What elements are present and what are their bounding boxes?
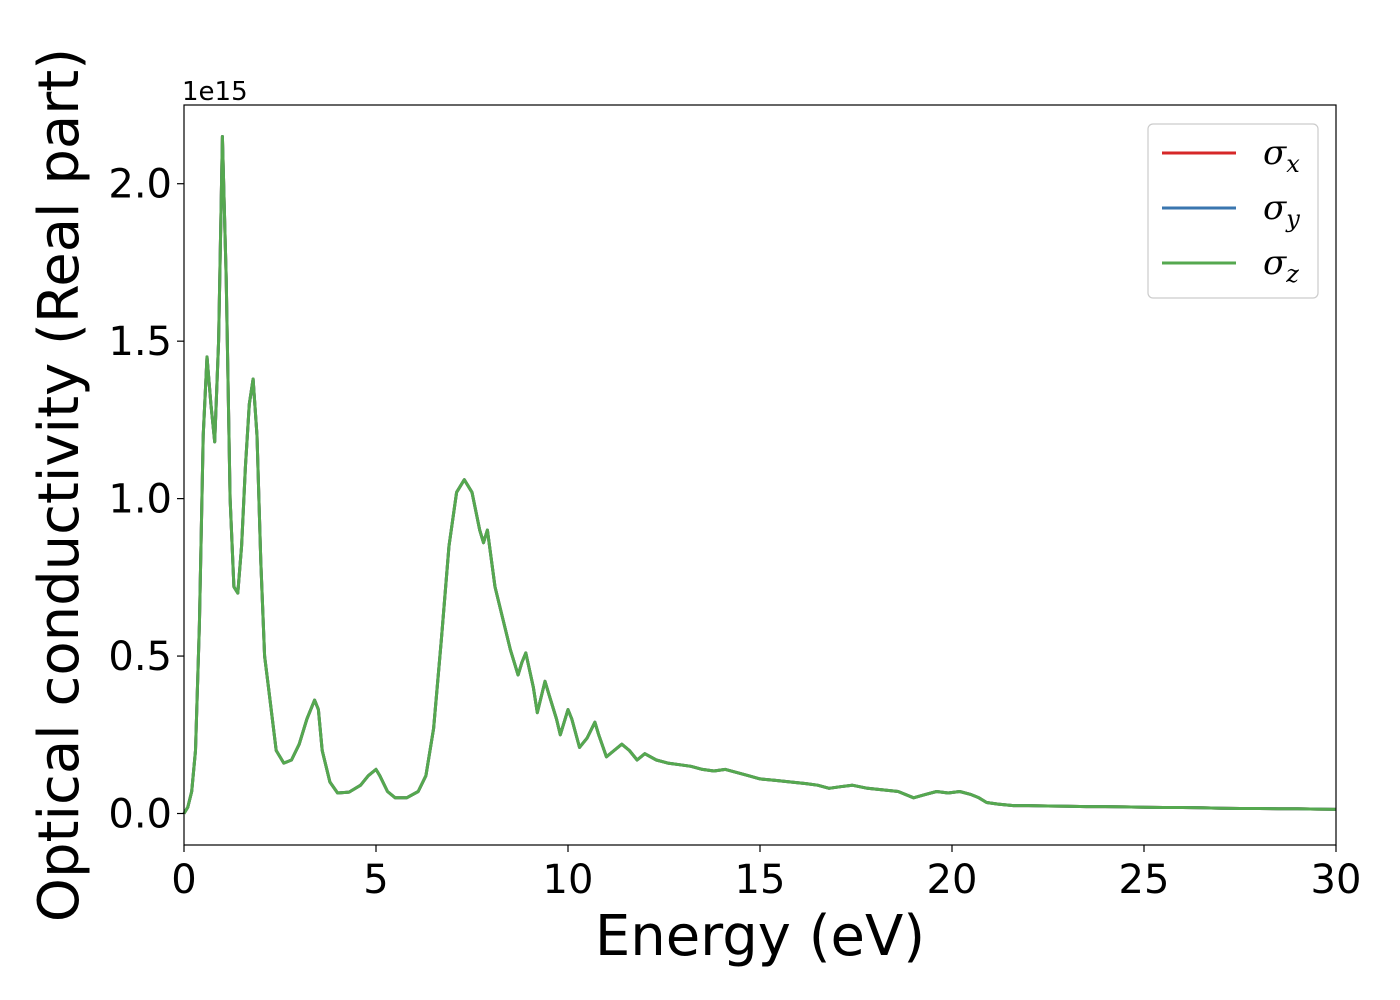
y-tick-label: 0.0 (108, 792, 172, 838)
x-tick-label: 30 (1311, 857, 1362, 903)
y-tick-label: 2.0 (108, 162, 172, 208)
x-axis-label: Energy (eV) (595, 904, 925, 969)
y-axis: 0.0 0.5 1.0 1.5 2.0 (108, 162, 184, 838)
plot-area (182, 135, 1337, 815)
y-tick-label: 0.5 (108, 634, 172, 680)
legend-label-sigma-y: σy (1263, 188, 1300, 233)
x-tick-label: 15 (735, 857, 786, 903)
y-tick-label: 1.5 (108, 319, 172, 365)
legend: σx σy σz (1147, 123, 1319, 299)
x-tick-label: 0 (171, 857, 196, 903)
x-tick-label: 10 (543, 857, 594, 903)
series-line-sigma-z (182, 135, 1337, 815)
legend-box (1147, 123, 1319, 299)
y-axis-label: Optical conductivity (Real part) (27, 48, 92, 922)
x-tick-label: 5 (363, 857, 388, 903)
x-axis: 0 5 10 15 20 25 30 (171, 845, 1361, 903)
x-tick-label: 25 (1119, 857, 1170, 903)
legend-label-sigma-z: σz (1263, 243, 1299, 288)
legend-label-sigma-x: σx (1263, 133, 1300, 178)
y-offset-label: 1e15 (182, 77, 248, 107)
y-tick-label: 1.0 (108, 477, 172, 523)
x-tick-label: 20 (927, 857, 978, 903)
